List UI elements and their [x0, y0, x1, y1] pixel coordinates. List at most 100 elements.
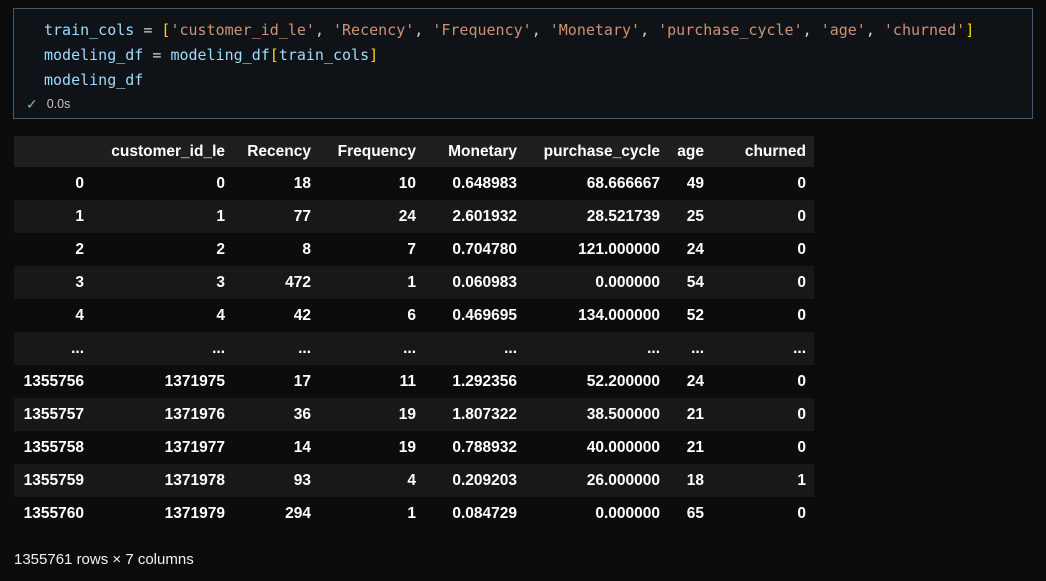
code-token: [: [269, 46, 279, 64]
code-token: 'customer_id_le': [170, 21, 315, 39]
table-cell: 0: [797, 207, 806, 225]
column-header: [14, 136, 92, 167]
table-cell: 0: [797, 306, 806, 324]
table-cell: 36: [293, 405, 311, 423]
execution-time: 0.0s: [46, 97, 71, 111]
table-cell: 17: [293, 372, 311, 390]
table-cell: 54: [686, 273, 704, 291]
row-index: 1355758: [23, 438, 84, 456]
code-token: =: [143, 46, 171, 64]
code-token: ]: [369, 46, 379, 64]
table-cell: 121.000000: [578, 240, 660, 258]
table-cell: 24: [686, 372, 704, 390]
table-cell: 6: [407, 306, 416, 324]
execution-status-bar: ✓ 0.0s: [14, 95, 1032, 118]
column-header: Frequency: [337, 142, 416, 160]
row-index: 1355757: [23, 405, 84, 423]
table-cell: 19: [398, 438, 416, 456]
dataframe-body: 0 0 18 10 0.648983 68.666667 49 0 1 1 77 24 2.601932…: [14, 167, 814, 530]
table-cell: 8: [302, 240, 311, 258]
table-cell: 1: [407, 273, 416, 291]
table-cell: ...: [298, 339, 311, 357]
code-line[interactable]: modeling_df: [44, 68, 1026, 93]
table-cell: 294: [285, 504, 311, 522]
table-row: 1 1 77 24 2.601932 28.521739 25 0: [14, 200, 814, 233]
table-row: 0 0 18 10 0.648983 68.666667 49 0: [14, 167, 814, 200]
column-header: Recency: [247, 142, 311, 160]
table-cell: 0: [797, 504, 806, 522]
code-editor[interactable]: train_cols = ['customer_id_le', 'Recency…: [14, 9, 1032, 95]
table-cell: 10: [398, 174, 416, 192]
table-cell: 1: [407, 504, 416, 522]
table-cell: 2: [216, 240, 225, 258]
code-token: ,: [531, 21, 550, 39]
table-cell: 3: [216, 273, 225, 291]
table-cell: 1371975: [164, 372, 225, 390]
dataframe-shape-summary: 1355761 rows × 7 columns: [14, 551, 194, 568]
code-token: ,: [414, 21, 433, 39]
table-cell: 0.648983: [452, 174, 517, 192]
code-token: ,: [802, 21, 821, 39]
table-cell: 1: [797, 471, 806, 489]
code-token: [: [161, 21, 171, 39]
table-cell: ...: [793, 339, 806, 357]
code-token: modeling_df: [170, 46, 270, 64]
code-token: ,: [640, 21, 659, 39]
code-token: train_cols: [278, 46, 370, 64]
table-cell: ...: [212, 339, 225, 357]
table-cell: 1.807322: [452, 405, 517, 423]
table-cell: 19: [398, 405, 416, 423]
table-cell: 65: [686, 504, 704, 522]
code-line[interactable]: train_cols = ['customer_id_le', 'Recency…: [44, 18, 1026, 43]
table-cell: 77: [293, 207, 311, 225]
table-cell: 1371978: [164, 471, 225, 489]
row-index: 1355756: [23, 372, 84, 390]
code-token: ,: [314, 21, 333, 39]
table-cell: 2.601932: [452, 207, 517, 225]
table-cell: 14: [293, 438, 311, 456]
code-token: 'Recency': [333, 21, 415, 39]
table-cell: 0.704780: [452, 240, 517, 258]
code-token: train_cols: [44, 21, 135, 39]
column-header: Monetary: [448, 142, 517, 160]
row-index: 1355760: [23, 504, 84, 522]
row-index: 2: [75, 240, 84, 258]
table-cell: ...: [647, 339, 660, 357]
code-token: modeling_df: [44, 71, 144, 89]
table-cell: 11: [399, 372, 416, 390]
table-row: 2 2 8 7 0.704780 121.000000 24 0: [14, 233, 814, 266]
table-cell: 26.000000: [586, 471, 660, 489]
notebook-code-cell[interactable]: train_cols = ['customer_id_le', 'Recency…: [13, 8, 1033, 119]
table-cell: 7: [407, 240, 416, 258]
table-cell: ...: [403, 339, 416, 357]
column-header: customer_id_le: [111, 142, 225, 160]
table-cell: 1371976: [164, 405, 225, 423]
table-row: ........................: [14, 332, 814, 365]
table-cell: 28.521739: [586, 207, 660, 225]
table-cell: 68.666667: [586, 174, 660, 192]
table-row: 1355758 1371977 14 19 0.788932 40.000000 21 0: [14, 431, 814, 464]
row-index: 3: [75, 273, 84, 291]
table-cell: 18: [686, 471, 704, 489]
table-cell: 0: [797, 438, 806, 456]
table-cell: ...: [691, 339, 704, 357]
table-cell: ...: [504, 339, 517, 357]
row-index: ...: [71, 339, 84, 357]
table-cell: 42: [293, 306, 311, 324]
success-check-icon: ✓: [26, 96, 38, 112]
table-row: 3 3 472 1 0.060983 0.000000 54 0: [14, 266, 814, 299]
code-line[interactable]: modeling_df = modeling_df[train_cols]: [44, 43, 1026, 68]
table-row: 1355759 1371978 93 4 0.209203 26.000000 18 1: [14, 464, 814, 497]
table-cell: 21: [686, 405, 704, 423]
table-cell: 38.500000: [586, 405, 660, 423]
table-cell: 0.209203: [452, 471, 517, 489]
table-cell: 24: [398, 207, 416, 225]
table-cell: 93: [293, 471, 311, 489]
column-header: age: [677, 142, 704, 160]
table-cell: 472: [285, 273, 311, 291]
table-cell: 0: [797, 240, 806, 258]
table-cell: 0: [797, 405, 806, 423]
row-index: 0: [75, 174, 84, 192]
table-row: 1355756 1371975 17 11 1.292356 52.200000 24 0: [14, 365, 814, 398]
table-cell: 24: [686, 240, 704, 258]
